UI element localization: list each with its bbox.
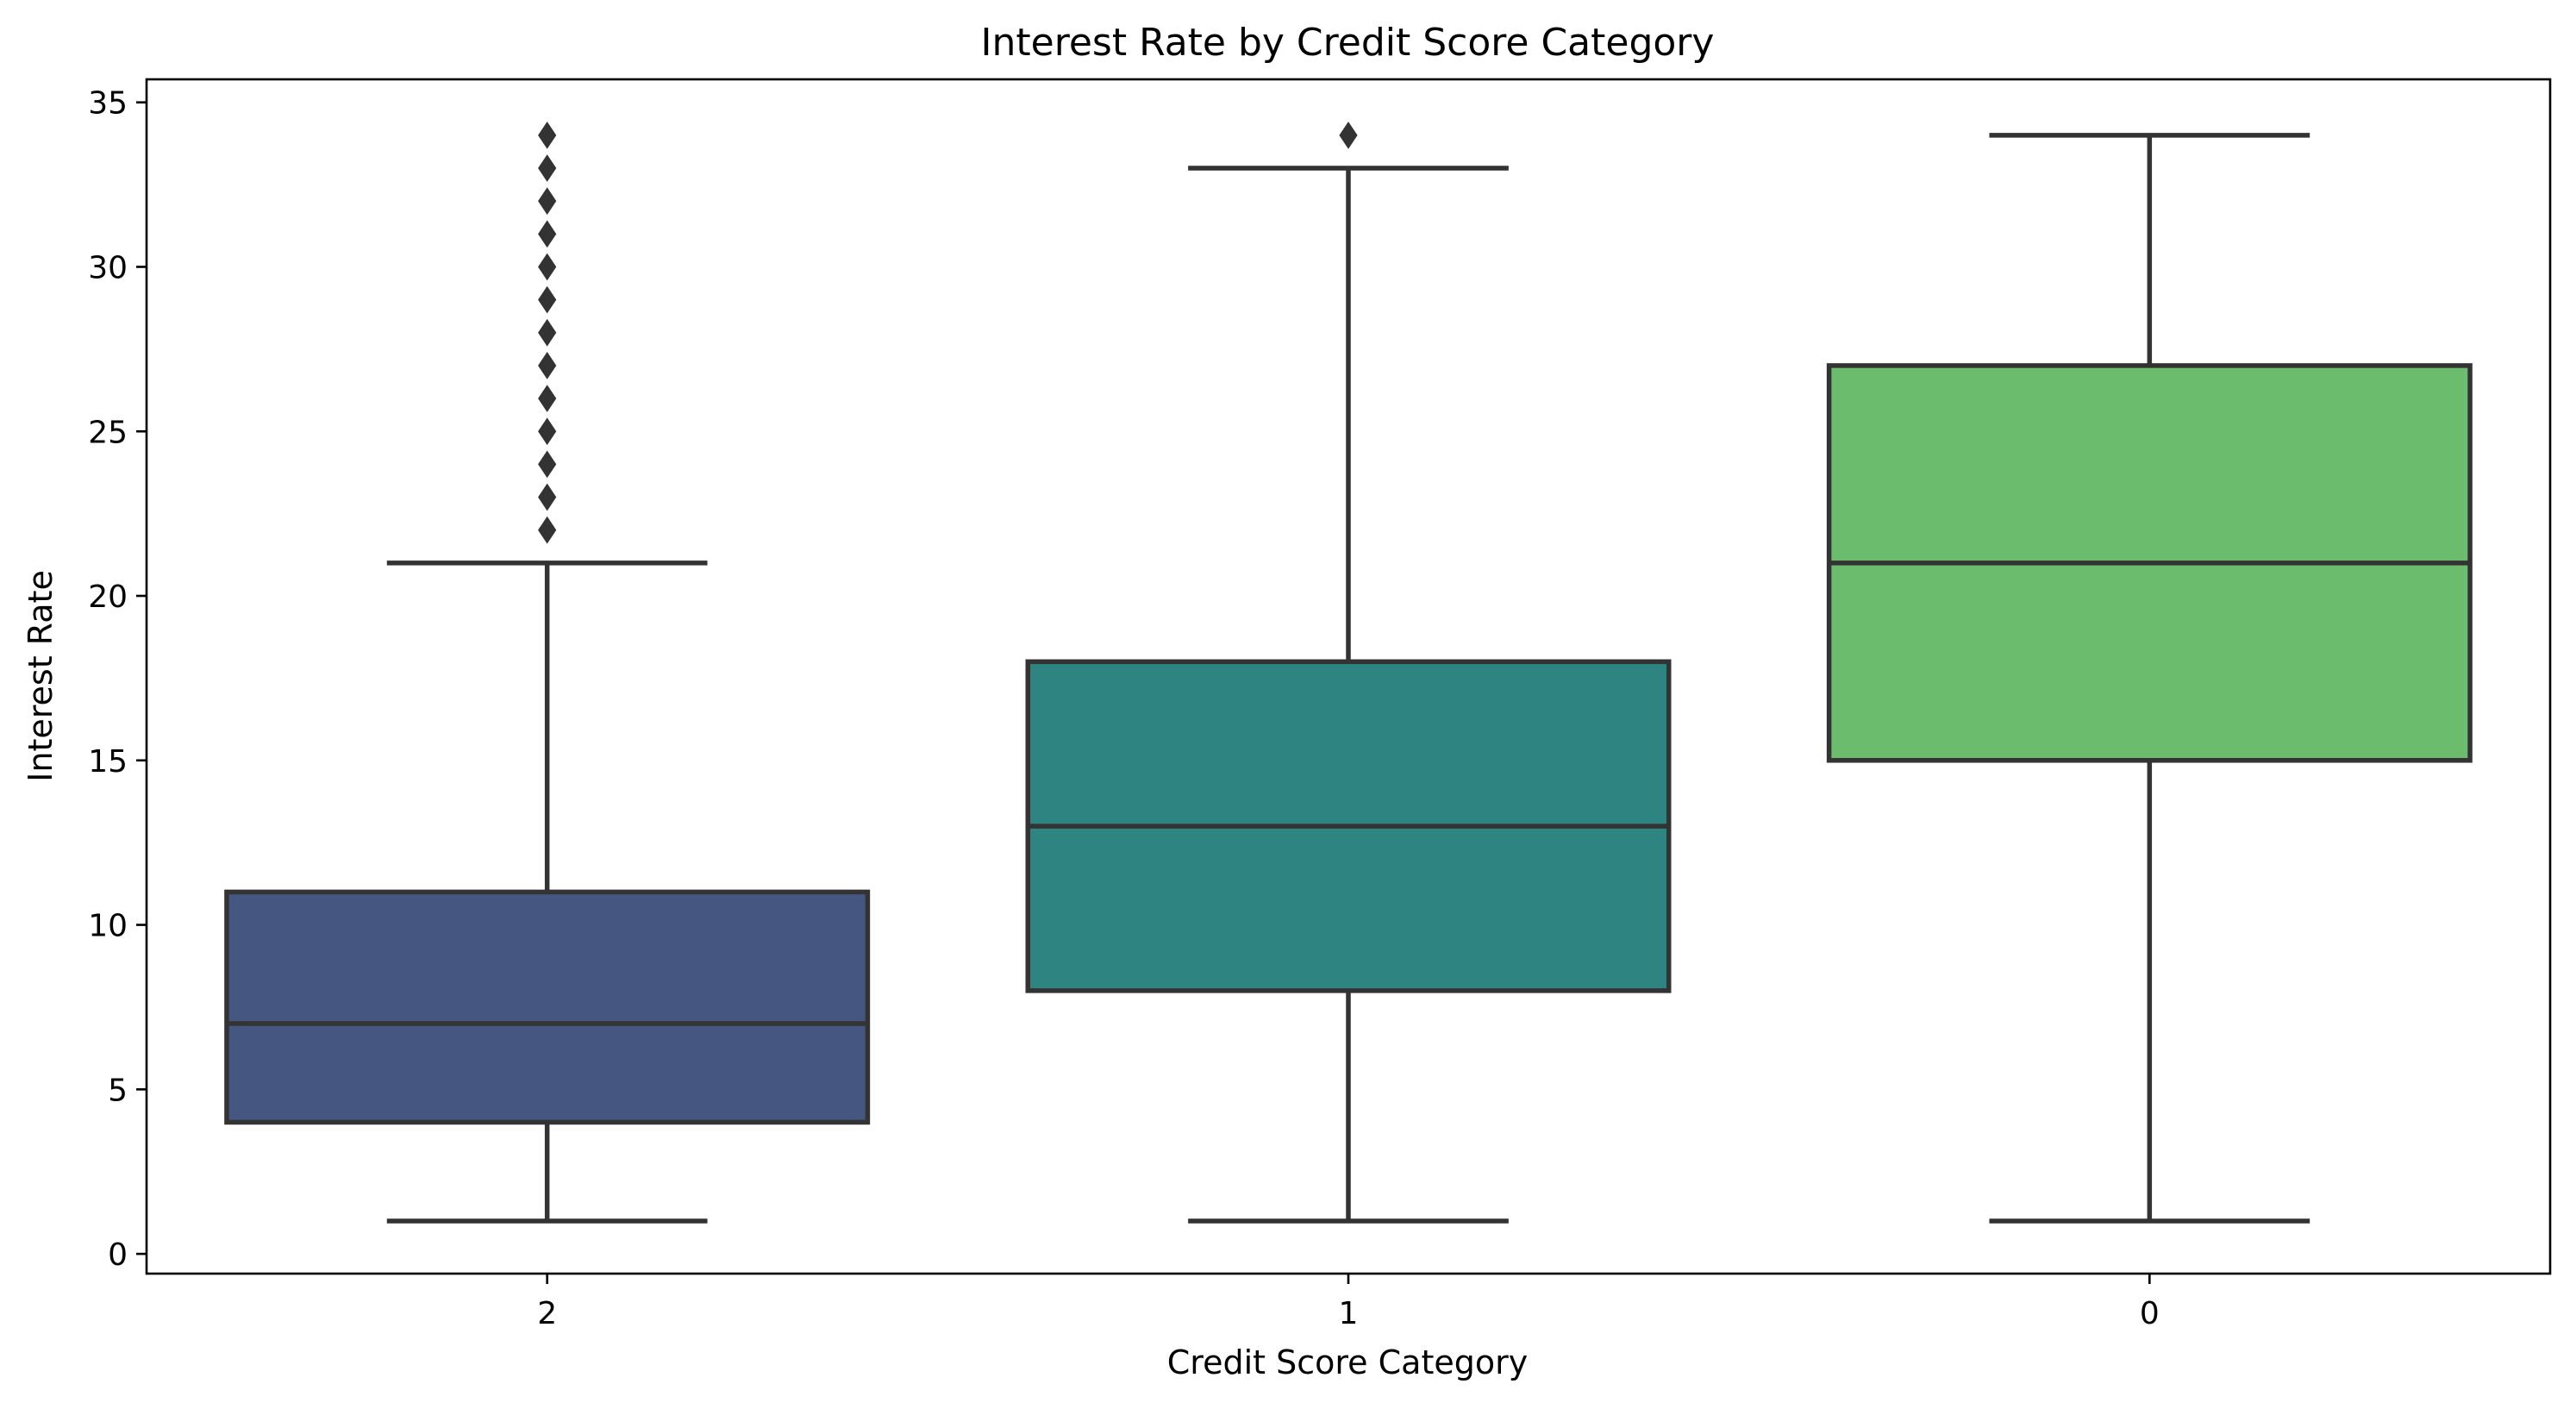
outlier-point — [538, 187, 557, 216]
box-iqr — [224, 889, 871, 1125]
x-tick-label: 0 — [2140, 1296, 2160, 1331]
y-tick-label: 35 — [88, 86, 128, 122]
x-tick-label: 2 — [537, 1296, 557, 1331]
x-tick-label: 1 — [1339, 1296, 1359, 1331]
plot-frame — [145, 78, 2552, 1275]
outlier-point — [538, 253, 557, 281]
outlier-point — [1339, 121, 1358, 149]
x-axis-label: Credit Score Category — [1167, 1343, 1528, 1381]
y-tick-label: 0 — [108, 1237, 128, 1273]
y-tick-label: 10 — [88, 909, 128, 944]
outlier-point — [538, 516, 557, 544]
y-axis: 0 5 10 15 20 25 30 35 — [88, 86, 147, 1273]
outlier-point — [538, 352, 557, 379]
y-tick-label: 30 — [88, 250, 128, 285]
outlier-point — [538, 483, 557, 511]
outlier-point — [538, 220, 557, 248]
plot-area — [224, 121, 2473, 1224]
outlier-point — [538, 121, 557, 149]
outlier-point — [538, 154, 557, 182]
y-tick-label: 5 — [108, 1073, 128, 1108]
y-axis-label: Interest Rate — [22, 570, 59, 782]
box-group-1 — [1025, 121, 1672, 1224]
outlier-point — [538, 385, 557, 412]
y-tick-label: 25 — [88, 415, 128, 450]
outlier-point — [538, 417, 557, 446]
y-tick-label: 20 — [88, 579, 128, 615]
box-group-0 — [1826, 133, 2473, 1224]
outlier-point — [538, 318, 557, 347]
outlier-point — [538, 450, 557, 479]
box-group-2 — [224, 121, 871, 1224]
y-tick-label: 15 — [88, 744, 128, 780]
chart-title: Interest Rate by Credit Score Category — [981, 21, 1715, 65]
x-axis: 2 1 0 — [537, 1274, 2160, 1331]
outlier-point — [538, 285, 557, 314]
